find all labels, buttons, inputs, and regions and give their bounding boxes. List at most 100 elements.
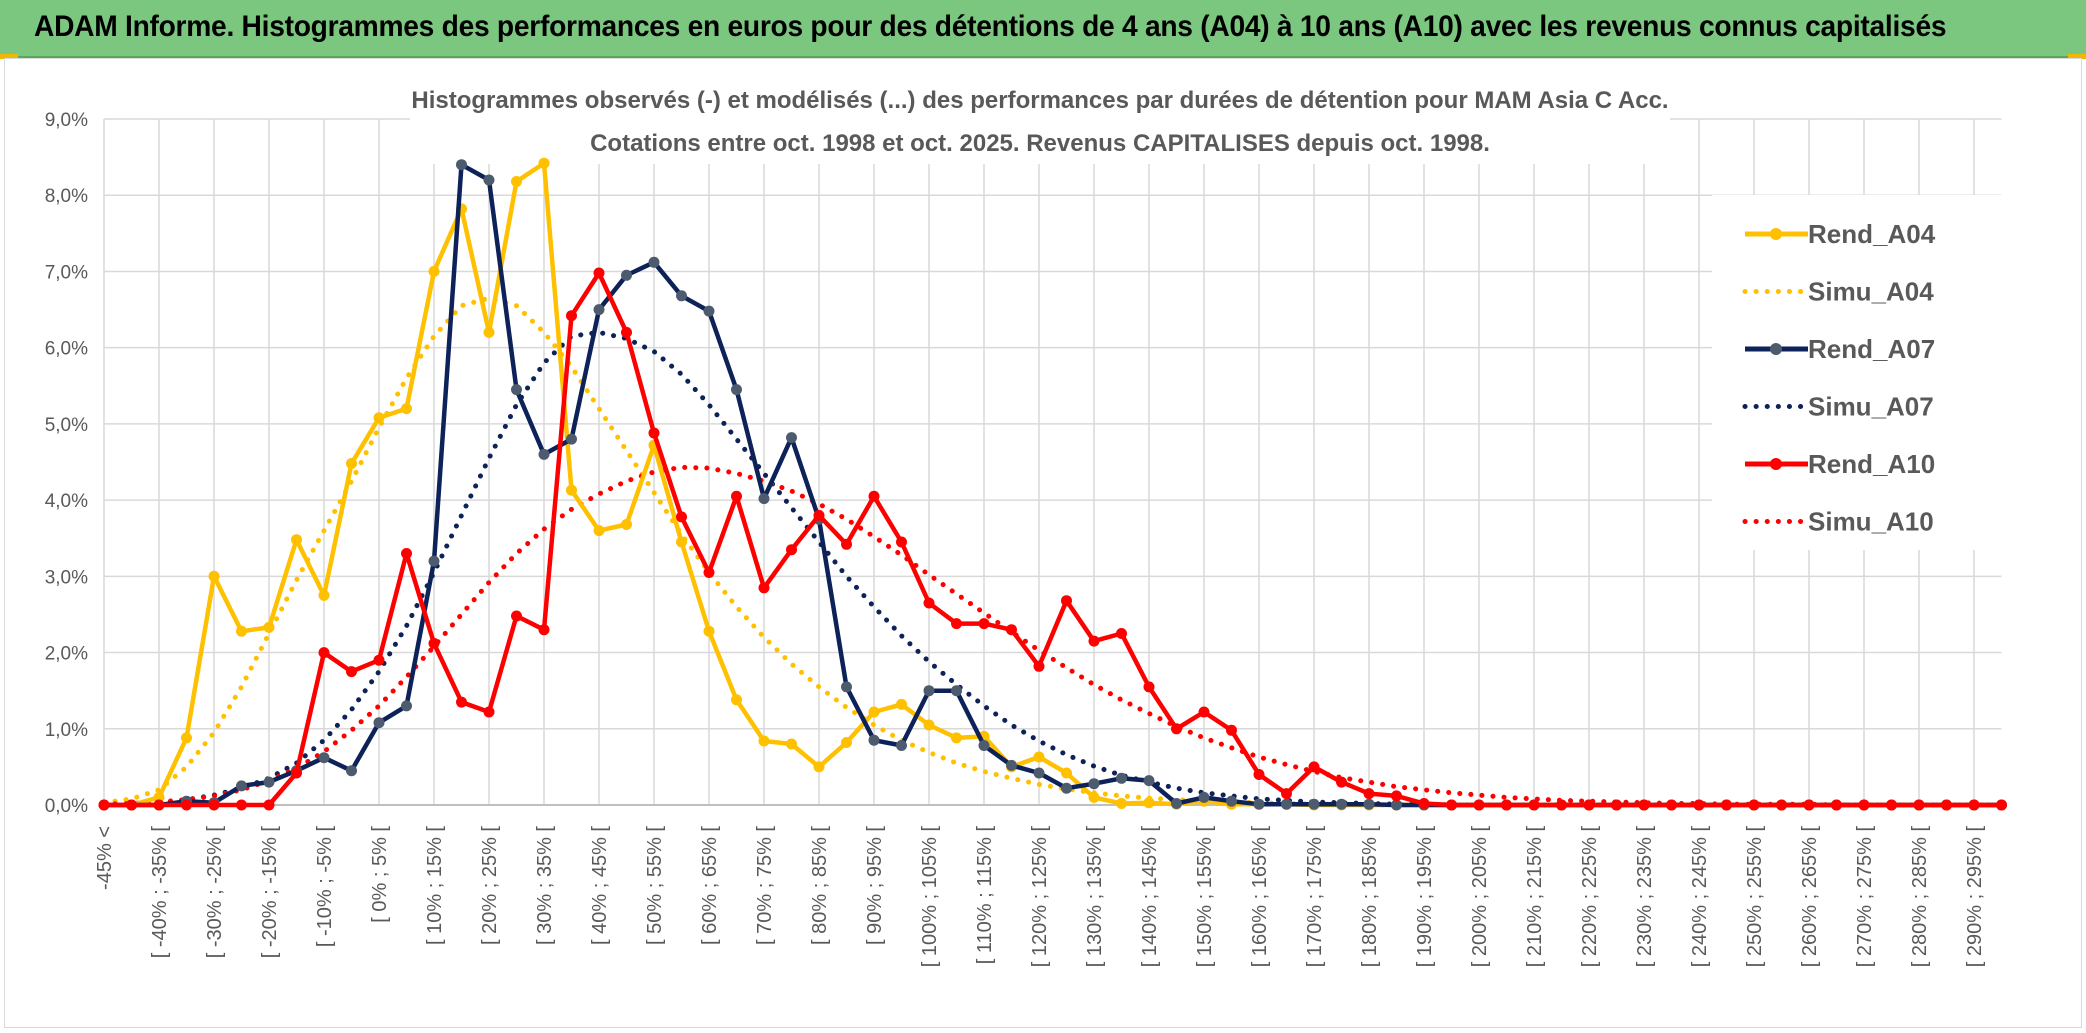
- point-Rend_A10: [758, 582, 770, 594]
- point-Rend_A07: [731, 384, 742, 396]
- x-tick-label: [ 130% ; 135% [: [1084, 826, 1106, 968]
- point-Rend_A10: [1418, 798, 1430, 809]
- y-tick-label: 0,0%: [45, 796, 88, 817]
- chart-subtitle: Cotations entre oct. 1998 et oct. 2025. …: [590, 130, 1490, 157]
- point-Rend_A07: [1336, 798, 1347, 810]
- point-Rend_A04: [1143, 797, 1155, 809]
- point-Rend_A07: [1363, 798, 1375, 810]
- point-Rend_A10: [978, 618, 990, 630]
- corner-accent: [0, 54, 18, 59]
- y-axis-ticks: 0,0% 1,0% 2,0% 3,0% 4,0% 5,0% 6,0% 7,0% 8,0% 9,0%: [45, 110, 88, 817]
- point-Rend_A07: [1308, 798, 1320, 810]
- series-Simu_A04: [101, 295, 2004, 808]
- y-tick-label: 1,0%: [45, 720, 88, 741]
- point-Rend_A10: [1446, 799, 1457, 811]
- point-Rend_A10: [1776, 799, 1787, 811]
- point-Rend_A07: [703, 305, 715, 317]
- point-Rend_A04: [731, 694, 742, 706]
- point-Rend_A07: [483, 174, 495, 186]
- point-Rend_A10: [1061, 595, 1072, 607]
- legend-item-Simu_A04: Simu_A04: [1742, 277, 1934, 307]
- x-tick-label: [ 230% ; 235% [: [1634, 826, 1656, 968]
- point-Rend_A10: [428, 637, 440, 649]
- point-Rend_A10: [1088, 635, 1100, 647]
- report-title: ADAM Informe. Histogrammes des performan…: [34, 10, 1947, 43]
- point-Rend_A10: [153, 799, 165, 811]
- legend: Rend_A04 Simu_A04 Rend_A07 Simu_A07 Rend_A10…: [1712, 195, 2002, 550]
- point-Rend_A04: [1061, 767, 1072, 779]
- x-tick-label: [ 240% ; 245% [: [1689, 826, 1711, 968]
- point-Rend_A04: [181, 732, 192, 744]
- point-Rend_A10: [1721, 799, 1732, 811]
- point-Rend_A04: [676, 536, 687, 548]
- point-Rend_A07: [951, 685, 962, 697]
- point-Rend_A10: [1996, 799, 2007, 811]
- legend-item-Simu_A07: Simu_A07: [1742, 392, 1934, 422]
- point-Rend_A07: [1391, 799, 1402, 811]
- point-Rend_A04: [1116, 798, 1127, 809]
- x-tick-label: [ 150% ; 155% [: [1194, 826, 1216, 968]
- point-Rend_A04: [621, 519, 632, 530]
- point-Rend_A10: [1528, 799, 1540, 811]
- legend-marker: [1770, 343, 1782, 355]
- point-Rend_A10: [1803, 799, 1815, 811]
- point-Rend_A07: [593, 304, 605, 316]
- point-Rend_A10: [538, 624, 550, 636]
- point-Rend_A07: [758, 493, 770, 505]
- x-tick-label: -45% <: [94, 826, 116, 890]
- x-tick-label: [ -10% ; -5% [: [314, 826, 336, 948]
- x-tick-label: [ 120% ; 125% [: [1029, 826, 1051, 968]
- point-Rend_A04: [291, 534, 302, 546]
- point-Rend_A10: [1198, 706, 1210, 718]
- point-Rend_A07: [676, 290, 687, 302]
- legend-label: Rend_A10: [1808, 449, 1935, 479]
- x-axis-ticks: -45% < [ -40% ; -35% [[ -30% ; -25% [[ -2…: [94, 826, 1986, 968]
- x-tick-label: [ 100% ; 105% [: [919, 826, 941, 968]
- point-Rend_A10: [511, 610, 522, 622]
- point-Rend_A10: [1913, 799, 1925, 811]
- point-Rend_A07: [373, 717, 385, 729]
- point-Rend_A04: [318, 589, 330, 601]
- point-Rend_A10: [1281, 788, 1292, 800]
- point-Rend_A10: [1171, 723, 1182, 735]
- point-Rend_A07: [896, 740, 907, 751]
- point-Rend_A10: [1308, 761, 1320, 773]
- point-Rend_A10: [263, 799, 275, 811]
- point-Rend_A04: [208, 570, 220, 582]
- x-tick-label: [ 270% ; 275% [: [1854, 826, 1876, 968]
- x-tick-label: [ 190% ; 195% [: [1414, 826, 1436, 968]
- point-Rend_A10: [208, 799, 220, 811]
- point-Rend_A10: [896, 536, 907, 548]
- legend-label: Simu_A07: [1808, 392, 1934, 422]
- point-Rend_A04: [566, 484, 577, 496]
- point-Rend_A10: [1583, 799, 1595, 811]
- point-Rend_A07: [1088, 778, 1100, 790]
- x-tick-label: [ 160% ; 165% [: [1249, 826, 1271, 968]
- title-background: [410, 80, 1670, 164]
- point-Rend_A04: [896, 698, 907, 710]
- series-Simu_A07: [101, 329, 2004, 808]
- point-Rend_A07: [318, 752, 330, 764]
- x-tick-label: [ 0% ; 5% [: [369, 826, 391, 923]
- point-Rend_A10: [1968, 799, 1980, 811]
- x-tick-label: [ 40% ; 45% [: [589, 826, 611, 945]
- point-Rend_A10: [1143, 681, 1155, 693]
- x-tick-label: [ 200% ; 205% [: [1469, 826, 1491, 968]
- legend-label: Simu_A10: [1808, 507, 1934, 537]
- chart-title: Histogrammes observés (-) et modélisés (…: [411, 87, 1668, 114]
- point-Rend_A10: [813, 509, 825, 521]
- point-Rend_A07: [236, 780, 247, 792]
- point-Rend_A10: [236, 799, 247, 811]
- line-Simu_A10: [101, 464, 2004, 808]
- point-Rend_A04: [1033, 751, 1045, 763]
- legend-item-Rend_A07: Rend_A07: [1745, 334, 1935, 364]
- series-Simu_A10: [101, 464, 2004, 808]
- point-Rend_A04: [428, 265, 440, 277]
- point-Rend_A10: [1501, 799, 1512, 811]
- legend-label: Rend_A04: [1808, 219, 1936, 249]
- point-Rend_A04: [538, 157, 550, 169]
- y-tick-label: 7,0%: [45, 262, 88, 283]
- x-tick-label: [ 50% ; 55% [: [644, 826, 666, 945]
- point-Rend_A10: [1858, 799, 1870, 811]
- x-tick-label: [ 210% ; 215% [: [1524, 826, 1546, 968]
